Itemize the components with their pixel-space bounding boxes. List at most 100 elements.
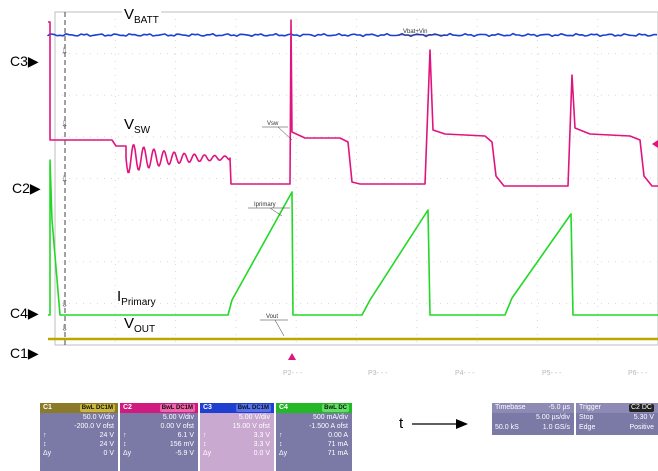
row-value: 0 V [103, 449, 114, 458]
row-value: 71 mA [328, 440, 348, 449]
trigger-panel[interactable]: Trigger C2 DC Stop 5.30 V Edge Positive [576, 403, 658, 435]
trigger-badge: C2 DC [629, 404, 654, 412]
row-value: 0.00 A [328, 431, 348, 440]
row-value: 500 mA/div [313, 413, 348, 422]
channel-coupling-badge: BwL DC [322, 404, 349, 412]
row-value: 156 mV [170, 440, 194, 449]
vout-trace-label: Vout [266, 314, 278, 320]
row-value: 24 V [100, 440, 114, 449]
series-label-vsw: VSW [124, 116, 150, 136]
channel-row: Δy 0 V [40, 449, 118, 458]
grid-bottom-label: P5- - - [542, 370, 562, 377]
channel-row: 500 mA/div [276, 413, 352, 422]
row-key: Δy [123, 449, 131, 458]
grid-bottom-label: P3- - - [368, 370, 388, 377]
channel-id: C1 [43, 404, 52, 411]
channel-row: ↕ 71 mA [276, 440, 352, 449]
row-value: 24 V [100, 431, 114, 440]
channel-marker-c4: C4▶ [10, 305, 39, 322]
timebase-samples: 50.0 kS [495, 424, 519, 431]
channel-id: C2 [123, 404, 132, 411]
timebase-position: -5.0 µs [548, 403, 570, 413]
series-label-vbatt: VBATT [122, 6, 161, 26]
row-key: ↕ [203, 440, 207, 449]
row-key: ↑ [43, 431, 47, 440]
row-key: ↕ [279, 440, 283, 449]
channel-marker-c1: C1▶ [10, 345, 39, 362]
row-key: ↕ [43, 440, 47, 449]
timebase-rate: 1.0 GS/s [543, 423, 570, 433]
channel-row: ↑ 3.3 V [200, 431, 274, 440]
trigger-slope: Positive [629, 423, 654, 433]
series-label-iprimary: IPrimary [117, 288, 156, 308]
channel-row: ↑ 0.00 A [276, 431, 352, 440]
row-key: ↕ [123, 440, 127, 449]
row-value: 0.00 V ofst [161, 422, 194, 431]
channel-row: ↕ 24 V [40, 440, 118, 449]
row-key: ↑ [123, 431, 127, 440]
level-indicator: ⇩ [61, 324, 69, 334]
grid-bottom-label: P6- - - [628, 370, 648, 377]
row-value: 6.1 V [178, 431, 194, 440]
channel-coupling-badge: BwL DC1M [80, 404, 115, 412]
channel-id: C3 [203, 404, 212, 411]
trigger-level: 5.30 V [634, 413, 654, 423]
level-indicator: ⇩ [61, 300, 69, 310]
channel-row: ↑ 24 V [40, 431, 118, 440]
row-value: -1.500 A ofst [309, 422, 348, 431]
trigger-type: Edge [579, 424, 595, 431]
row-key: ↑ [203, 431, 207, 440]
row-value: 3.3 V [254, 440, 270, 449]
channel-panel-c3[interactable]: C3 BwL DC1M 5.00 V/div 15.00 V ofst ↑ 3.3 V ↕ 3… [200, 403, 274, 471]
level-indicator: ⇩ [61, 47, 69, 57]
channel-panel-c2[interactable]: C2 BwL DC1M 5.00 V/div 0.00 V ofst ↑ 6.1 V ↕ 15… [120, 403, 198, 471]
channel-row: ↕ 3.3 V [200, 440, 274, 449]
channel-marker-c3: C3▶ [10, 53, 39, 70]
row-key: Δy [203, 449, 211, 458]
row-value: 15.00 V ofst [233, 422, 270, 431]
channel-coupling-badge: BwL DC1M [236, 404, 271, 412]
channel-row: 5.00 V/div [120, 413, 198, 422]
row-key: Δy [43, 449, 51, 458]
row-value: 71 mA [328, 449, 348, 458]
channel-row: -1.500 A ofst [276, 422, 352, 431]
grid-bottom-label: P2- - - [283, 370, 303, 377]
trigger-label: Trigger [579, 404, 601, 411]
series-label-vout: VOUT [124, 315, 155, 335]
row-key: ↑ [279, 431, 283, 440]
row-value: 5.00 V/div [239, 413, 270, 422]
channel-coupling-badge: BwL DC1M [160, 404, 195, 412]
channel-row: ↕ 156 mV [120, 440, 198, 449]
timebase-panel[interactable]: Timebase -5.0 µs 5.00 µs/div 50.0 kS 1.0 G… [492, 403, 574, 435]
row-value: 50.0 V/div [83, 413, 114, 422]
vsw-trace-label: Vsw [267, 121, 279, 127]
time-axis-label: t [399, 415, 403, 432]
channel-row: 0.00 V ofst [120, 422, 198, 431]
vbatt-trace-label: Vbat+Vin [403, 29, 427, 35]
channel-row: 50.0 V/div [40, 413, 118, 422]
channel-row: ↑ 6.1 V [120, 431, 198, 440]
channel-row: 5.00 V/div [200, 413, 274, 422]
row-value: 3.3 V [254, 431, 270, 440]
channel-row: -200.0 V ofst [40, 422, 118, 431]
channel-panel-c4[interactable]: C4 BwL DC 500 mA/div -1.500 A ofst ↑ 0.00 A ↕ 7… [276, 403, 352, 471]
timebase-div: 5.00 µs/div [536, 413, 570, 423]
channel-row: Δy 0.0 V [200, 449, 274, 458]
channel-id: C4 [279, 404, 288, 411]
channel-panel-c1[interactable]: C1 BwL DC1M 50.0 V/div -200.0 V ofst ↑ 24 V ↕ 2… [40, 403, 118, 471]
trigger-point-marker [288, 353, 296, 360]
channel-marker-c2: C2▶ [12, 180, 41, 197]
level-indicator: ⇩ [61, 120, 69, 130]
channel-row: 15.00 V ofst [200, 422, 274, 431]
timebase-label: Timebase [495, 404, 525, 411]
trigger-mode: Stop [579, 414, 593, 421]
row-value: -200.0 V ofst [74, 422, 114, 431]
channel-row: Δy 71 mA [276, 449, 352, 458]
row-value: 5.00 V/div [163, 413, 194, 422]
iprimary-trace-label: Iprimary [254, 202, 276, 208]
row-value: 0.0 V [254, 449, 270, 458]
row-value: -5.9 V [175, 449, 194, 458]
grid-bottom-label: P4- - - [455, 370, 475, 377]
level-indicator: ⇩ [61, 175, 69, 185]
